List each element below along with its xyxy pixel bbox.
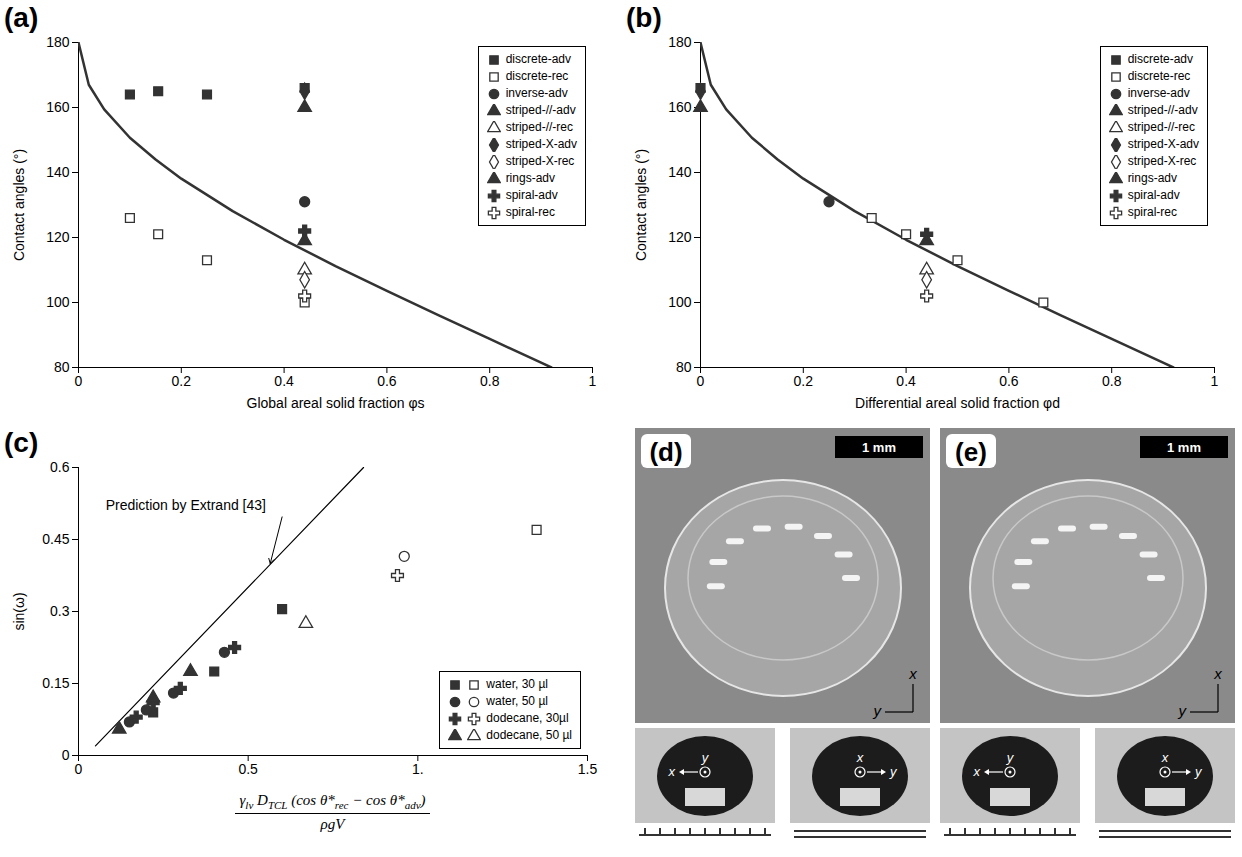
svg-text:180: 180 [668, 34, 692, 50]
svg-text:1.: 1. [412, 761, 424, 777]
svg-text:x: x [1161, 750, 1169, 765]
html-text:dodecane, 30µl: dodecane, 30µl [486, 711, 569, 725]
svg-text:0.4: 0.4 [896, 373, 916, 389]
svg-text:0.15: 0.15 [42, 675, 69, 691]
svg-text:(d): (d) [649, 437, 682, 467]
svg-text:0.6: 0.6 [999, 373, 1019, 389]
svg-text:0.45: 0.45 [42, 531, 69, 547]
svg-text:x: x [973, 764, 981, 779]
svg-text:0.6: 0.6 [50, 459, 70, 475]
html-text:striped-X-rec: striped-X-rec [1127, 154, 1197, 168]
svg-text:140: 140 [668, 164, 692, 180]
html-text:(a): (a) [4, 2, 39, 33]
html-text:striped-X-adv: striped-X-adv [505, 137, 577, 151]
html-text:inverse-adv: inverse-adv [505, 86, 568, 100]
svg-text:0.2: 0.2 [794, 373, 814, 389]
svg-text:1 mm: 1 mm [862, 440, 896, 455]
svg-text:Prediction by Extrand [43]: Prediction by Extrand [43] [106, 497, 266, 513]
svg-text:y: y [873, 702, 883, 719]
svg-text:y: y [1194, 764, 1203, 779]
html-text:spiral-adv: spiral-adv [1127, 188, 1180, 202]
html-text:dodecane, 50 µl: dodecane, 50 µl [486, 728, 572, 742]
svg-text:0.4: 0.4 [274, 373, 294, 389]
html-text:(c): (c) [4, 427, 39, 458]
svg-text:x: x [1213, 665, 1222, 682]
svg-text:0: 0 [75, 373, 83, 389]
html-text:striped-//-rec: striped-//-rec [1127, 120, 1195, 134]
html-text:discrete-adv: discrete-adv [1127, 52, 1193, 66]
svg-text:0.6: 0.6 [377, 373, 397, 389]
html-text:striped-X-rec: striped-X-rec [505, 154, 575, 168]
svg-text:x: x [856, 750, 864, 765]
html-text:spiral-rec: spiral-rec [1127, 205, 1177, 219]
svg-text:160: 160 [46, 99, 70, 115]
html-text:striped-//-adv: striped-//-adv [505, 103, 576, 117]
html-text:γlvDTCL(cos θ*rec− cos θ*adv): γlvDTCL(cos θ*rec− cos θ*adv) [239, 792, 426, 811]
svg-text:100: 100 [668, 294, 692, 310]
svg-text:(e): (e) [955, 437, 987, 467]
svg-text:Contact angles (°): Contact angles (°) [633, 149, 649, 261]
svg-text:0.8: 0.8 [1102, 373, 1122, 389]
svg-text:x: x [908, 665, 917, 682]
svg-text:1 mm: 1 mm [1167, 440, 1201, 455]
svg-text:80: 80 [54, 359, 70, 375]
svg-text:120: 120 [46, 229, 70, 245]
svg-text:x: x [668, 764, 676, 779]
svg-text:80: 80 [676, 359, 692, 375]
html-text:striped-X-adv: striped-X-adv [1127, 137, 1199, 151]
svg-text:Global areal solid fraction φs: Global areal solid fraction φs [247, 395, 425, 411]
svg-text:y: y [889, 764, 898, 779]
svg-text:1: 1 [1211, 373, 1219, 389]
html-text:water, 50 µl: water, 50 µl [486, 694, 548, 708]
svg-text:100: 100 [46, 294, 70, 310]
html-text:spiral-adv: spiral-adv [505, 188, 558, 202]
svg-text:y: y [1178, 702, 1188, 719]
svg-text:0.3: 0.3 [50, 603, 70, 619]
svg-text:y: y [1006, 750, 1015, 765]
svg-text:1.5: 1.5 [578, 761, 598, 777]
svg-text:180: 180 [46, 34, 70, 50]
svg-text:1: 1 [589, 373, 597, 389]
html-text:spiral-rec: spiral-rec [505, 205, 555, 219]
svg-text:0: 0 [75, 761, 83, 777]
html-text:(b): (b) [626, 2, 662, 33]
html-text:discrete-rec: discrete-rec [505, 69, 569, 83]
svg-text:0.5: 0.5 [238, 761, 258, 777]
svg-text:y: y [701, 750, 710, 765]
svg-text:0: 0 [697, 373, 705, 389]
svg-text:Contact angles (°): Contact angles (°) [11, 149, 27, 261]
svg-text:0: 0 [62, 747, 70, 763]
svg-text:Differential areal solid fract: Differential areal solid fraction φd [855, 395, 1060, 411]
svg-text:sin(ω): sin(ω) [11, 592, 27, 630]
html-text:inverse-adv: inverse-adv [1127, 86, 1190, 100]
svg-text:120: 120 [668, 229, 692, 245]
html-text:striped-//-rec: striped-//-rec [505, 120, 573, 134]
html-text:water, 30 µl: water, 30 µl [486, 677, 548, 691]
html-text:rings-adv: rings-adv [1127, 171, 1177, 185]
svg-text:0.2: 0.2 [172, 373, 192, 389]
html-text:rings-adv: rings-adv [505, 171, 555, 185]
svg-text:140: 140 [46, 164, 70, 180]
html-text:discrete-rec: discrete-rec [1127, 69, 1191, 83]
svg-text:160: 160 [668, 99, 692, 115]
html-text:striped-//-adv: striped-//-adv [1127, 103, 1198, 117]
html-text:discrete-adv: discrete-adv [505, 52, 571, 66]
html-text:ρgV: ρgV [320, 816, 345, 832]
svg-text:0.8: 0.8 [480, 373, 500, 389]
